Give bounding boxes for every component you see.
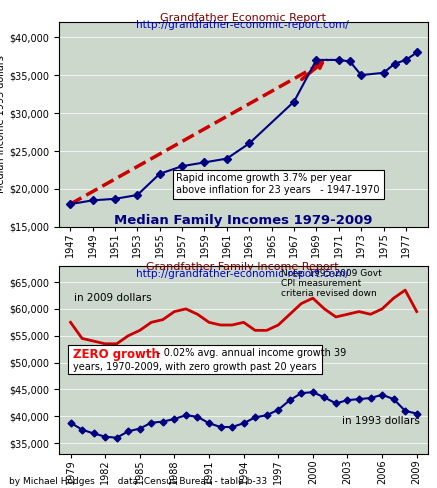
Text: in 2009 dollars: in 2009 dollars (74, 293, 152, 303)
Text: Grandfather Economic Report: Grandfather Economic Report (160, 13, 326, 23)
Text: years, 1970-2009, with zero growth past 20 years: years, 1970-2009, with zero growth past … (73, 362, 316, 371)
Text: in 1993 dollars: in 1993 dollars (342, 416, 420, 427)
Text: ZERO growth: ZERO growth (73, 348, 160, 361)
Text: Note: 1995-2009 Govt
CPI measurement
criteria revised down: Note: 1995-2009 Govt CPI measurement cri… (281, 268, 382, 299)
Text: Grandfather Family Income Report: Grandfather Family Income Report (146, 262, 339, 272)
Y-axis label: Median income 1993 dollars: Median income 1993 dollars (0, 56, 7, 193)
FancyBboxPatch shape (68, 346, 322, 374)
Text: http://grandfather-economic-report.com/: http://grandfather-economic-report.com/ (136, 269, 349, 279)
Text: by Michael Hodges        data: Census Bureau - table b-33: by Michael Hodges data: Census Bureau - … (9, 477, 267, 486)
Text: - 0.02% avg. annual income growth 39: - 0.02% avg. annual income growth 39 (154, 348, 346, 358)
Text: http://grandfather-economic-report.com/: http://grandfather-economic-report.com/ (136, 20, 349, 30)
Text: Rapid income growth 3.7% per year
above inflation for 23 years   - 1947-1970: Rapid income growth 3.7% per year above … (177, 173, 380, 195)
Title: Median Family Incomes 1979-2009: Median Family Incomes 1979-2009 (114, 214, 373, 227)
